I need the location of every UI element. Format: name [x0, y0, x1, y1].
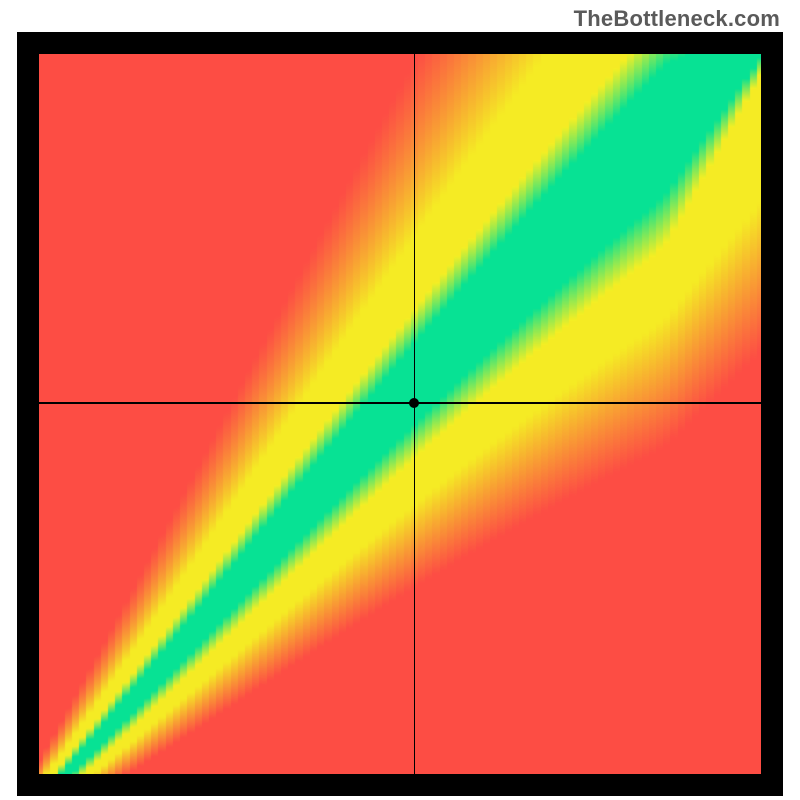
heatmap-canvas [39, 54, 761, 774]
crosshair-horizontal [39, 402, 761, 404]
stage: TheBottleneck.com [0, 0, 800, 800]
crosshair-vertical [414, 54, 416, 774]
watermark-text: TheBottleneck.com [574, 6, 780, 32]
